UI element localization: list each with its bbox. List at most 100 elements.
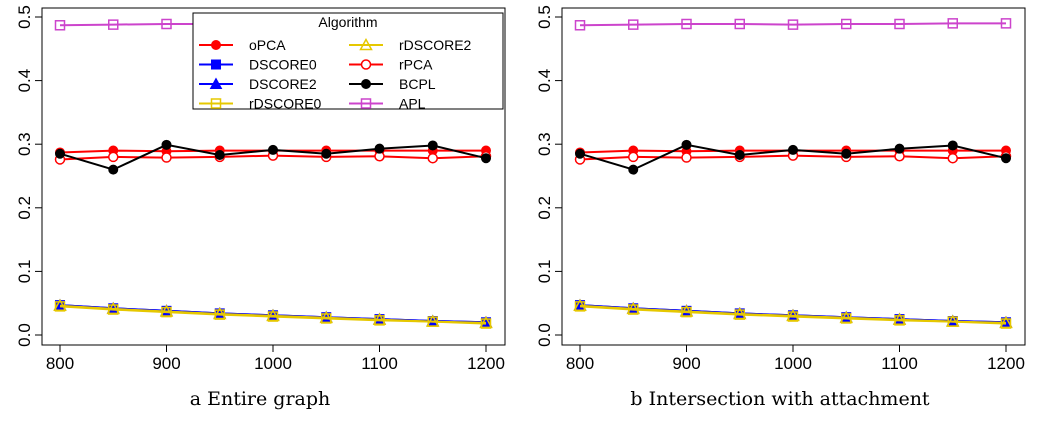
y-tick-label: 0.5 <box>535 5 554 29</box>
data-point-series-6 <box>788 144 798 155</box>
legend-entry-apl-label: APL <box>399 96 426 112</box>
chart-panel-entire-graph: 800 900 1000 1100 1200 0.0 0.1 0.2 0.3 0.4 0.5 Algo… <box>15 5 506 410</box>
data-point-bcpl <box>481 153 491 164</box>
chart-panel-intersection: 800 900 1000 1100 1200 0.0 0.1 0.2 0.3 0.4 0.5 b I… <box>520 0 1040 421</box>
legend: Algorithm oPCA DSCORE0 DSCORE2 rDSCORE0 rDSCO… <box>192 12 504 112</box>
legend-entry-rdscore0-label: rDSCORE0 <box>249 96 322 112</box>
y-tick-label: 0.4 <box>535 69 554 93</box>
data-point-rpca <box>427 152 438 164</box>
x-tick-label: 1000 <box>774 354 812 373</box>
data-point-apl <box>54 20 66 31</box>
data-point-series-7 <box>734 18 745 30</box>
y-tick-label: 0.1 <box>15 260 34 284</box>
data-point-series-6 <box>628 164 639 175</box>
x-tick-label: 1000 <box>254 354 292 373</box>
data-point-rdscore2 <box>212 306 227 320</box>
legend-entry-apl-marker <box>360 98 372 109</box>
legend-entry-bcpl-marker <box>361 79 371 89</box>
legend-entry-rdscore0-marker <box>210 98 222 109</box>
legend-entry-dscore2-label: DSCORE2 <box>249 76 317 92</box>
data-point-series-5 <box>947 152 958 164</box>
x-tick-label: 1100 <box>361 354 398 373</box>
chart-entire-graph: 800 900 1000 1100 1200 0.0 0.1 0.2 0.3 0.4 0.5 Algo… <box>15 5 506 373</box>
y-tick-label: 0.5 <box>15 5 34 29</box>
data-point-bcpl <box>374 143 385 154</box>
data-point-rpca <box>161 152 172 163</box>
series-series-2 <box>573 298 1013 328</box>
legend-entry-rdscore2-label: rDSCORE2 <box>399 37 472 53</box>
x-tick-label: 800 <box>566 354 594 373</box>
series-rdscore2 <box>53 298 493 329</box>
caption-intersection: b Intersection with attachment <box>630 388 930 410</box>
data-point-series-4 <box>786 308 800 322</box>
data-point-series-7 <box>841 18 852 30</box>
series-dscore2 <box>53 298 493 328</box>
series-series-7 <box>574 18 1012 31</box>
data-point-bcpl <box>108 164 119 175</box>
plot-frame <box>561 7 1026 346</box>
data-point-bcpl <box>321 148 332 159</box>
y-tick-label: 0.0 <box>15 323 34 347</box>
data-point-rdscore2 <box>425 314 440 327</box>
data-point-series-4 <box>999 315 1013 329</box>
series-line-rdscore2 <box>59 304 487 324</box>
legend-title: Algorithm <box>318 14 377 30</box>
data-point-series-4 <box>732 306 747 320</box>
legend-entry-dscore0-marker <box>211 59 221 70</box>
data-point-apl <box>108 19 119 30</box>
data-point-series-7 <box>787 19 799 30</box>
data-point-series-5 <box>681 152 692 163</box>
y-tick-label: 0.2 <box>15 196 34 220</box>
data-point-series-6 <box>681 139 692 150</box>
series-bcpl <box>55 139 491 175</box>
y-tick-label: 0.3 <box>535 132 554 156</box>
x-tick-label: 800 <box>46 354 74 373</box>
legend-entry-opca-marker <box>211 40 221 50</box>
legend-entry-rdscore2-marker <box>359 37 373 51</box>
x-tick-label: 1200 <box>467 354 505 373</box>
data-point-series-7 <box>574 20 586 31</box>
data-point-series-6 <box>947 140 958 151</box>
data-point-bcpl <box>55 148 65 159</box>
y-tick-label: 0.4 <box>15 69 34 93</box>
data-point-series-6 <box>734 150 745 161</box>
y-tick-label: 0.1 <box>535 260 554 284</box>
data-point-series-7 <box>628 19 639 30</box>
x-tick-label: 900 <box>672 354 700 373</box>
legend-entry-rpca-label: rPCA <box>399 57 433 73</box>
data-point-series-4 <box>945 314 960 327</box>
x-tick-label: 1100 <box>881 354 918 373</box>
data-point-bcpl <box>214 150 225 161</box>
data-point-series-7 <box>947 18 958 29</box>
data-point-series-5 <box>628 151 639 163</box>
data-point-series-4 <box>679 304 694 317</box>
data-point-series-4 <box>626 301 641 315</box>
data-point-rdscore2 <box>372 312 387 325</box>
x-tick-label: 900 <box>152 354 180 373</box>
data-point-series-6 <box>1001 153 1011 164</box>
data-point-bcpl <box>268 144 278 155</box>
y-tick-label: 0.3 <box>15 132 34 156</box>
data-point-series-4 <box>892 312 907 325</box>
series-line-series-7 <box>579 22 1006 27</box>
data-point-rdscore2 <box>159 304 174 317</box>
data-point-rdscore2 <box>319 310 334 324</box>
y-tick-label: 0.2 <box>535 196 554 220</box>
data-point-series-7 <box>894 18 905 30</box>
data-point-bcpl <box>427 140 438 151</box>
data-point-series-6 <box>841 148 852 159</box>
data-point-rdscore2 <box>479 315 493 329</box>
data-point-rdscore2 <box>53 298 67 311</box>
data-point-bcpl <box>161 139 172 150</box>
series-series-6 <box>575 139 1011 175</box>
chart-intersection-with-attachment: 800 900 1000 1100 1200 0.0 0.1 0.2 0.3 0.4 0.5 <box>535 5 1026 373</box>
data-point-series-4 <box>573 298 587 311</box>
legend-box <box>192 12 504 110</box>
series-series-4 <box>573 298 1013 329</box>
y-tick-label: 0.0 <box>535 323 554 347</box>
data-point-series-7 <box>1000 18 1012 29</box>
data-point-series-6 <box>575 148 585 159</box>
series-line-series-4 <box>579 304 1007 324</box>
legend-entry-rpca-marker <box>360 59 372 70</box>
